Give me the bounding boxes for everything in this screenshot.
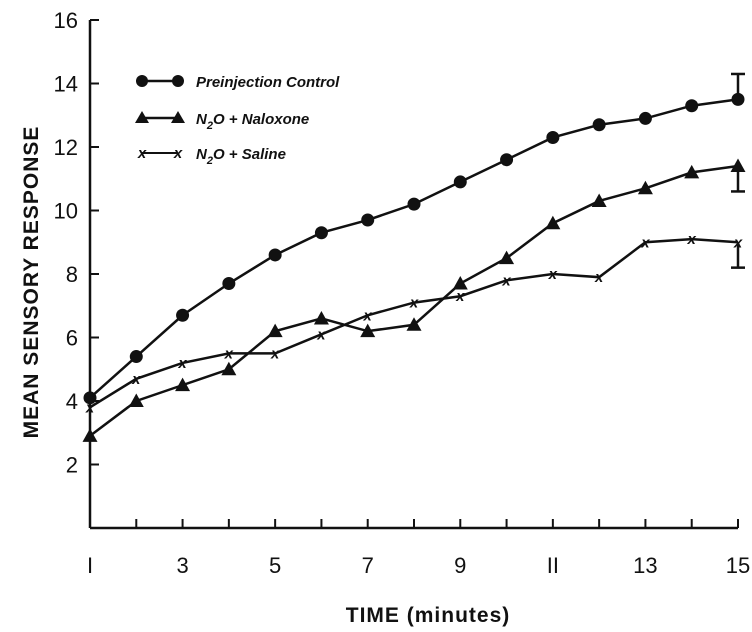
y-tick-label: 10 xyxy=(54,199,78,224)
data-point: x xyxy=(687,231,697,248)
x-tick-label: 9 xyxy=(454,553,466,578)
data-point xyxy=(175,377,191,392)
data-point xyxy=(129,350,143,364)
legend-entry-preinjection-control: Preinjection Control xyxy=(136,74,340,91)
data-point: x xyxy=(455,288,465,305)
data-point xyxy=(361,213,375,227)
y-tick-label: 6 xyxy=(66,326,78,351)
data-point xyxy=(222,277,236,291)
data-point xyxy=(268,248,282,262)
data-point: x xyxy=(640,234,650,251)
data-point xyxy=(267,323,283,338)
legend-label-n2o-saline: N2O + Saline xyxy=(196,146,286,167)
y-tick-label: 4 xyxy=(66,389,78,414)
x-tick-label: 3 xyxy=(176,553,188,578)
data-point: x xyxy=(131,371,141,388)
series-line xyxy=(89,237,739,409)
x-tick-label: 5 xyxy=(269,553,281,578)
data-point xyxy=(545,215,561,230)
data-point: x xyxy=(224,345,234,362)
data-point: x xyxy=(548,266,558,283)
data-point xyxy=(83,391,97,405)
x-axis-title: TIME (minutes) xyxy=(346,604,511,627)
series-triangle xyxy=(82,158,746,442)
y-axis-title: MEAN SENSORY RESPONSE xyxy=(20,126,43,439)
data-point: x xyxy=(501,272,511,289)
data-point: x xyxy=(316,326,326,343)
legend: Preinjection Control N2O + Naloxone x x … xyxy=(135,74,340,167)
data-point: x xyxy=(270,345,280,362)
y-tick-label: 16 xyxy=(54,8,78,33)
y-tick-label: 12 xyxy=(54,135,78,160)
legend-label-preinjection-control: Preinjection Control xyxy=(196,74,340,91)
legend-entry-n2o-naloxone: N2O + Naloxone xyxy=(135,111,309,132)
data-point xyxy=(82,428,98,442)
data-point: x xyxy=(594,269,604,286)
y-tick-label: 2 xyxy=(66,453,78,478)
axes: 2 4 6 8 10 12 14 16 I 3 5 7 9 II 13 15 TIME (minutes) MEA… xyxy=(20,8,750,627)
y-tick-label: 14 xyxy=(54,72,78,97)
data-point xyxy=(453,175,467,189)
data-point xyxy=(314,226,328,240)
series-layer: x x x x x x x x x x x x x x x xyxy=(82,72,746,442)
data-point xyxy=(637,180,653,195)
data-point xyxy=(731,92,745,106)
data-point xyxy=(499,250,515,265)
data-point xyxy=(221,361,237,376)
data-point xyxy=(407,197,421,211)
data-point xyxy=(176,308,190,322)
svg-text:x: x xyxy=(137,145,147,162)
svg-text:x: x xyxy=(173,145,183,162)
data-point xyxy=(500,153,514,167)
data-point: x xyxy=(363,307,373,324)
data-point: x xyxy=(85,399,95,416)
data-point xyxy=(685,99,699,113)
data-point xyxy=(360,323,376,338)
data-point: x xyxy=(409,295,419,312)
data-point xyxy=(406,317,422,331)
data-point: x xyxy=(733,234,743,251)
data-point xyxy=(128,393,144,407)
x-tick-label: I xyxy=(87,553,93,578)
legend-entry-n2o-saline: x x N2O + Saline xyxy=(137,145,286,167)
x-tick-label: II xyxy=(547,553,559,578)
y-tick-label: 8 xyxy=(66,262,78,287)
series-circle xyxy=(83,72,745,405)
data-point xyxy=(546,130,560,144)
data-point xyxy=(591,193,607,207)
data-point xyxy=(684,164,700,179)
x-tick-label: 15 xyxy=(726,553,750,578)
data-point xyxy=(638,111,652,125)
x-tick-label: 7 xyxy=(362,553,374,578)
data-point xyxy=(592,118,606,132)
data-point xyxy=(730,158,746,173)
series-x: x x x x x x x x x x x x x x x xyxy=(85,231,745,416)
data-point xyxy=(313,310,329,325)
x-tick-label: 13 xyxy=(633,553,657,578)
legend-label-n2o-naloxone: N2O + Naloxone xyxy=(196,111,309,132)
data-point: x xyxy=(177,355,187,372)
data-point xyxy=(452,276,468,290)
